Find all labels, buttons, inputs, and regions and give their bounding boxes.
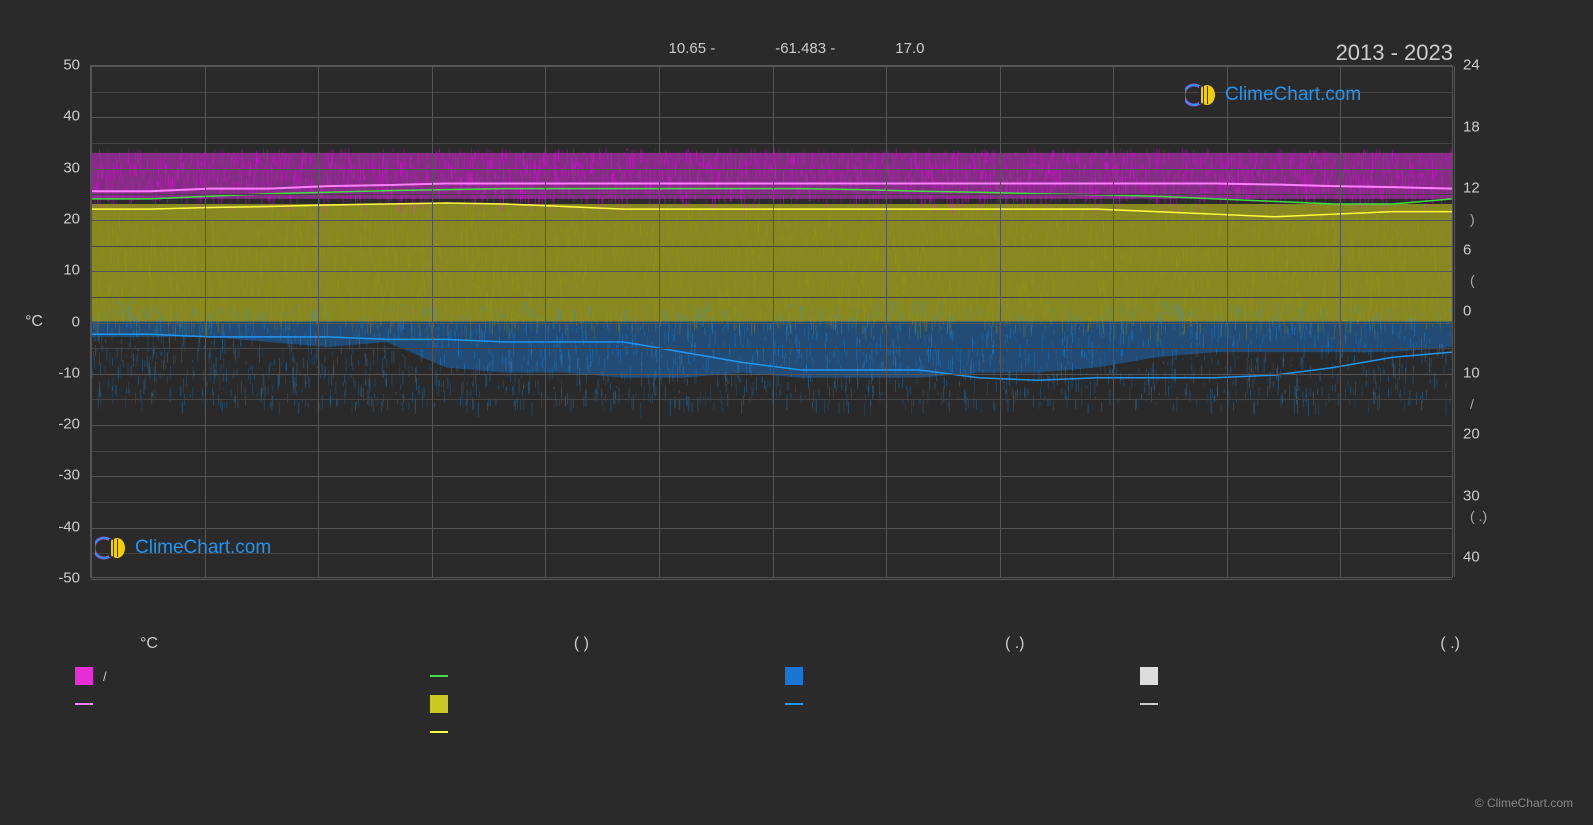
gridline-h xyxy=(91,194,1452,195)
longitude-value: -61.483 - xyxy=(775,40,835,57)
gridline-v xyxy=(1454,66,1455,577)
y-tick-left: -20 xyxy=(40,416,80,433)
y-tick-right: 12 xyxy=(1463,180,1503,197)
gridline-v xyxy=(545,66,546,577)
gridline-v xyxy=(432,66,433,577)
gridline-h xyxy=(91,143,1452,144)
gridline-h xyxy=(91,374,1452,375)
legend-item xyxy=(430,665,765,687)
legend-item xyxy=(75,721,410,743)
legend-item xyxy=(1140,721,1475,743)
legend-label: / xyxy=(103,669,107,684)
gridline-h xyxy=(91,502,1452,503)
gridline-h xyxy=(91,399,1452,400)
gridline-h xyxy=(91,323,1452,324)
gridline-v xyxy=(318,66,319,577)
gridline-h xyxy=(91,271,1452,272)
right-axis-annotation: ( .) xyxy=(1470,508,1487,524)
legend-item xyxy=(785,693,1120,715)
gridline-h xyxy=(91,451,1452,452)
climechart-icon xyxy=(95,535,127,561)
gridline-h xyxy=(91,579,1452,580)
legend-item: / xyxy=(75,665,410,687)
gridline-v xyxy=(886,66,887,577)
legend-swatch-line xyxy=(1140,703,1158,705)
legend-item xyxy=(1140,693,1475,715)
right-axis-annotation: / xyxy=(1470,396,1474,412)
gridline-v xyxy=(91,66,92,577)
gridline-h xyxy=(91,425,1452,426)
y-tick-right: 6 xyxy=(1463,241,1503,258)
gridline-h xyxy=(91,246,1452,247)
legend-swatch-box xyxy=(430,695,448,713)
legend-swatch-line xyxy=(430,731,448,733)
y-tick-left: 0 xyxy=(40,313,80,330)
legend-item xyxy=(785,665,1120,687)
brand-logo-top: ClimeChart.com xyxy=(1185,82,1361,108)
y-tick-right: 10 xyxy=(1463,364,1503,381)
y-tick-right: 20 xyxy=(1463,426,1503,443)
legend-swatch-box xyxy=(75,667,93,685)
date-range: 2013 - 2023 xyxy=(1336,40,1453,66)
brand-text: ClimeChart.com xyxy=(135,537,271,559)
y-tick-right: 30 xyxy=(1463,487,1503,504)
legend-hdr-0: °C xyxy=(140,635,158,653)
right-axis-annotation: ) xyxy=(1470,211,1475,227)
plot-area xyxy=(90,65,1453,578)
legend-hdr-3: ( .) xyxy=(1440,635,1460,653)
gridline-h xyxy=(91,553,1452,554)
legend-header: °C ( ) ( .) ( .) xyxy=(140,635,1460,653)
y-tick-left: -40 xyxy=(40,518,80,535)
legend-item xyxy=(75,693,410,715)
elevation-value: 17.0 xyxy=(895,40,924,57)
gridline-v xyxy=(659,66,660,577)
gridline-v xyxy=(1113,66,1114,577)
chart-container: °C 50403020100-10-20-30-40-5024181260102… xyxy=(90,65,1453,578)
legend-item xyxy=(785,721,1120,743)
right-axis-annotation: ( xyxy=(1470,272,1475,288)
gridline-h xyxy=(91,528,1452,529)
copyright: © ClimeChart.com xyxy=(1475,796,1573,810)
gridline-v xyxy=(205,66,206,577)
y-tick-left: 30 xyxy=(40,159,80,176)
brand-logo-bottom: ClimeChart.com xyxy=(95,535,271,561)
gridline-h xyxy=(91,169,1452,170)
y-tick-left: 50 xyxy=(40,57,80,74)
y-tick-left: -10 xyxy=(40,364,80,381)
gridline-v xyxy=(773,66,774,577)
y-tick-right: 0 xyxy=(1463,303,1503,320)
gridline-h xyxy=(91,348,1452,349)
legend-item xyxy=(430,721,765,743)
legend-swatch-line xyxy=(75,703,93,705)
y-tick-left: 40 xyxy=(40,108,80,125)
brand-text: ClimeChart.com xyxy=(1225,84,1361,106)
legend-hdr-2: ( .) xyxy=(1005,635,1025,653)
legend-swatch-box xyxy=(1140,667,1158,685)
gridline-v xyxy=(1340,66,1341,577)
gridline-v xyxy=(1000,66,1001,577)
gridline-h xyxy=(91,297,1452,298)
y-tick-left: 20 xyxy=(40,210,80,227)
climechart-icon xyxy=(1185,82,1217,108)
legend-swatch-line xyxy=(430,675,448,677)
gridline-v xyxy=(1227,66,1228,577)
y-tick-left: -50 xyxy=(40,570,80,587)
gridline-h xyxy=(91,66,1452,67)
gridline-h xyxy=(91,117,1452,118)
y-tick-right: 24 xyxy=(1463,57,1503,74)
legend-grid: / xyxy=(75,665,1475,743)
legend-hdr-1: ( ) xyxy=(574,635,589,653)
y-tick-left: 10 xyxy=(40,262,80,279)
legend-swatch-box xyxy=(785,667,803,685)
gridline-h xyxy=(91,476,1452,477)
legend-item xyxy=(430,693,765,715)
gridline-h xyxy=(91,220,1452,221)
y-tick-right: 18 xyxy=(1463,118,1503,135)
legend-item xyxy=(1140,665,1475,687)
latitude-value: 10.65 - xyxy=(669,40,716,57)
legend-swatch-line xyxy=(785,703,803,705)
y-tick-right: 40 xyxy=(1463,549,1503,566)
y-tick-left: -30 xyxy=(40,467,80,484)
